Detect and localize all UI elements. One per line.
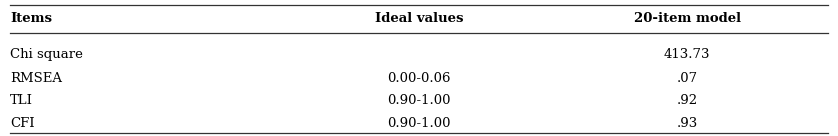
Text: .93: .93 xyxy=(676,117,698,130)
Text: Ideal values: Ideal values xyxy=(375,12,463,25)
Text: 0.00-0.06: 0.00-0.06 xyxy=(387,72,451,85)
Text: Items: Items xyxy=(10,12,52,25)
Text: 413.73: 413.73 xyxy=(664,48,711,61)
Text: 20-item model: 20-item model xyxy=(634,12,741,25)
Text: RMSEA: RMSEA xyxy=(10,72,62,85)
Text: .07: .07 xyxy=(676,72,698,85)
Text: .92: .92 xyxy=(676,94,698,107)
Text: TLI: TLI xyxy=(10,94,33,107)
Text: Chi square: Chi square xyxy=(10,48,83,61)
Text: CFI: CFI xyxy=(10,117,34,130)
Text: 0.90-1.00: 0.90-1.00 xyxy=(387,94,451,107)
Text: 0.90-1.00: 0.90-1.00 xyxy=(387,117,451,130)
